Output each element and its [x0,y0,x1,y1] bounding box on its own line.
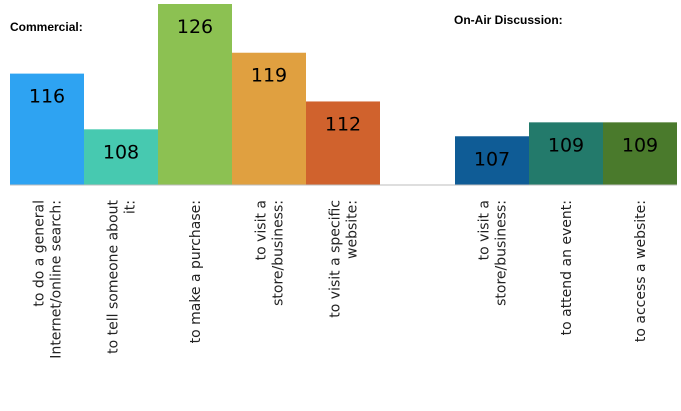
category-label: to visit a specificwebsite: [328,200,361,318]
bar [10,73,84,185]
bar [306,101,380,185]
bar-value-label: 112 [325,113,361,135]
bars-layer: 116 to do a generalInternet/online search… [10,4,677,359]
bar-value-label: 109 [548,134,584,156]
bar [529,122,603,185]
bar-value-label: 119 [251,65,287,87]
bar-value-label: 116 [29,86,65,108]
category-label: to do a generalInternet/online search: [32,200,65,359]
bar [84,129,158,185]
bar-value-label: 108 [103,141,139,163]
category-label: to access a website: [633,200,649,342]
bar [232,52,306,185]
bar-value-label: 109 [622,134,658,156]
group-title-on-air-discussion: On-Air Discussion: [454,13,563,27]
group-title-commercial: Commercial: [10,20,83,34]
bar-value-label: 107 [474,148,510,170]
category-label: to tell someone aboutit: [106,199,139,353]
bar-value-label: 126 [177,16,213,38]
category-label: to attend an event: [559,200,575,335]
bar [455,136,529,185]
category-label: to make a purchase: [188,200,204,343]
category-label: to visit astore/business: [477,200,510,306]
category-label: to visit astore/business: [254,200,287,306]
bar [603,122,677,185]
bar [158,4,232,185]
